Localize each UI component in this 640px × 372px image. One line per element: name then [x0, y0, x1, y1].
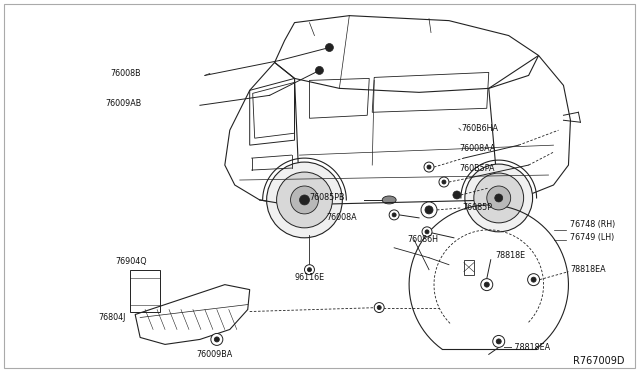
Text: 76009BA: 76009BA: [196, 350, 233, 359]
Text: 760B6HA: 760B6HA: [461, 124, 498, 133]
Circle shape: [316, 67, 323, 74]
Circle shape: [425, 206, 433, 214]
Circle shape: [474, 173, 524, 223]
Circle shape: [325, 44, 333, 51]
Text: 76009AB: 76009AB: [106, 99, 141, 108]
Text: ― 78818EA: ― 78818EA: [504, 343, 550, 352]
Circle shape: [531, 277, 536, 282]
Circle shape: [422, 227, 432, 237]
Text: 760B5PA: 760B5PA: [459, 164, 494, 173]
Circle shape: [425, 230, 429, 234]
Circle shape: [300, 195, 310, 205]
Text: 76008AA: 76008AA: [459, 144, 495, 153]
Text: 76749 (LH): 76749 (LH): [570, 233, 614, 242]
Circle shape: [214, 337, 220, 342]
Text: 96116E: 96116E: [294, 273, 324, 282]
Circle shape: [392, 213, 396, 217]
Circle shape: [307, 268, 312, 272]
Circle shape: [487, 186, 511, 210]
Circle shape: [527, 274, 540, 286]
Text: 76748 (RH): 76748 (RH): [570, 220, 616, 230]
Circle shape: [496, 339, 501, 344]
Text: 76904Q: 76904Q: [115, 257, 147, 266]
Text: 78818E: 78818E: [496, 251, 526, 260]
Circle shape: [439, 177, 449, 187]
Circle shape: [453, 191, 461, 199]
Text: 76085P: 76085P: [463, 203, 493, 212]
Text: 76085PB: 76085PB: [310, 193, 345, 202]
Circle shape: [377, 305, 381, 310]
Ellipse shape: [382, 196, 396, 204]
Text: 76804J: 76804J: [99, 313, 125, 322]
Circle shape: [305, 265, 314, 275]
Circle shape: [267, 162, 342, 238]
Text: 78818EA: 78818EA: [570, 265, 606, 274]
Circle shape: [427, 165, 431, 169]
Circle shape: [424, 162, 434, 172]
Circle shape: [276, 172, 332, 228]
Circle shape: [374, 302, 384, 312]
Circle shape: [465, 164, 532, 232]
Text: 76086H: 76086H: [407, 235, 438, 244]
Circle shape: [389, 210, 399, 220]
Circle shape: [421, 202, 437, 218]
Circle shape: [442, 180, 446, 184]
Text: R767009D: R767009D: [573, 356, 625, 366]
Circle shape: [481, 279, 493, 291]
Circle shape: [211, 333, 223, 346]
Text: 76008B: 76008B: [110, 69, 141, 78]
Circle shape: [484, 282, 489, 287]
Circle shape: [291, 186, 319, 214]
Circle shape: [495, 194, 502, 202]
Text: 76008A: 76008A: [326, 214, 357, 222]
Circle shape: [493, 336, 505, 347]
